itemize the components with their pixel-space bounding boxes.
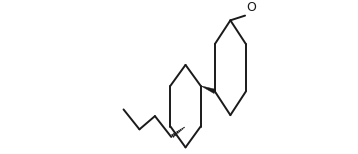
Polygon shape: [200, 86, 216, 93]
Text: O: O: [246, 1, 256, 14]
